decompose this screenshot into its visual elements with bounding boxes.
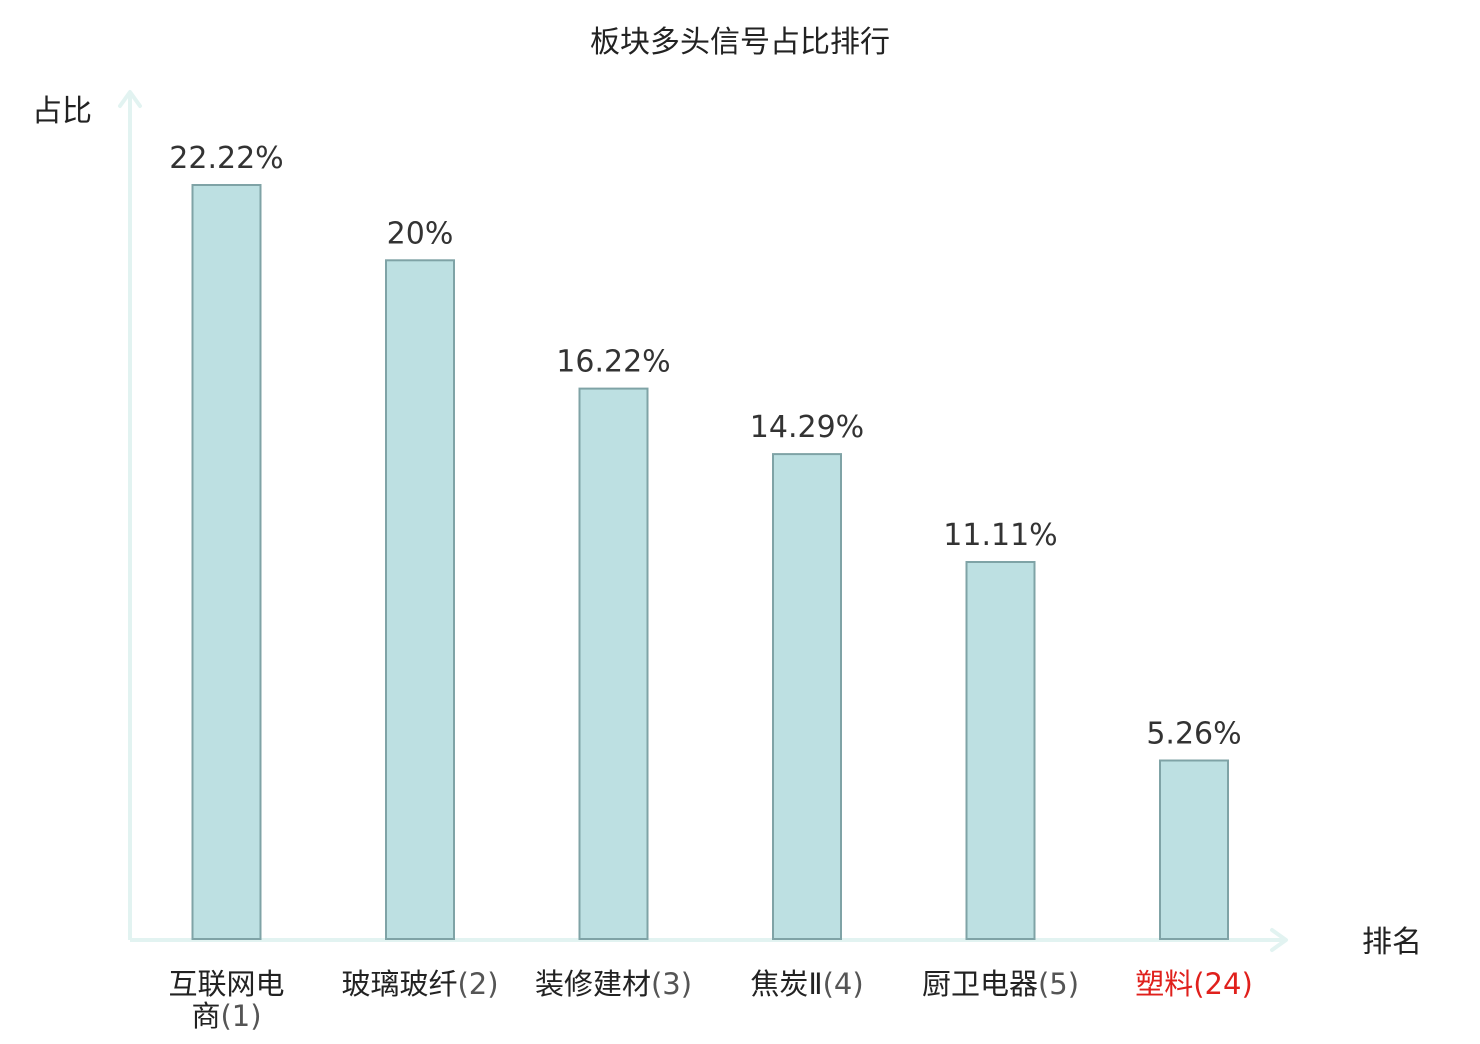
bar <box>578 387 649 941</box>
category-label: 玻璃玻纤(2) <box>341 967 498 1001</box>
category-name: 装修建材 <box>535 967 651 1001</box>
category-label: 装修建材(3) <box>535 967 692 1001</box>
axes <box>118 90 1288 952</box>
bar-value-label: 11.11% <box>943 518 1057 553</box>
category-rank: (5) <box>1038 967 1079 1001</box>
bar <box>191 184 262 940</box>
y-axis-label: 占比 <box>32 94 92 129</box>
category-label: 厨卫电器(5) <box>922 967 1079 1001</box>
bar-value-label: 20% <box>387 216 454 251</box>
bar-value-label: 5.26% <box>1146 717 1241 752</box>
category-name: 焦炭Ⅱ <box>750 967 822 1001</box>
category-name: 商 <box>191 999 220 1033</box>
category-name: 玻璃玻纤 <box>341 967 457 1001</box>
category-name: 互联网电 <box>168 967 284 1001</box>
value-labels-group: 22.22% 20% 16.22% 14.29% 11.11% 5.26% <box>169 141 1241 752</box>
bar <box>385 259 455 940</box>
bar-value-label: 22.22% <box>169 141 283 176</box>
y-axis-arrow <box>118 90 142 108</box>
bars-group <box>191 184 1229 941</box>
bar <box>965 561 1036 940</box>
category-labels-group: 互联网电商(1) 玻璃玻纤(2) 装修建材(3) 焦炭Ⅱ(4) 厨卫电器(5) 塑料(24… <box>168 967 1252 1033</box>
bar <box>1159 759 1229 940</box>
chart-title: 板块多头信号占比排行 <box>590 25 890 60</box>
category-rank: (1) <box>220 999 261 1033</box>
category-label: 焦炭Ⅱ(4) <box>750 967 863 1001</box>
category-label-line-2: 商(1) <box>191 999 261 1033</box>
x-axis-label: 排名 <box>1362 925 1422 960</box>
category-rank: (3) <box>651 967 692 1001</box>
category-rank: (2) <box>457 967 498 1001</box>
bar <box>772 453 842 940</box>
bar-value-label: 16.22% <box>556 345 670 380</box>
category-label: 互联网电商(1) <box>168 967 284 1033</box>
x-axis-arrow <box>1270 928 1288 952</box>
category-name: 厨卫电器 <box>922 967 1038 1001</box>
category-rank: (4) <box>823 967 864 1001</box>
category-rank: (24) <box>1193 967 1253 1001</box>
category-label: 塑料(24) <box>1135 967 1253 1001</box>
category-name: 塑料 <box>1135 967 1193 1001</box>
bar-value-label: 14.29% <box>750 410 864 445</box>
